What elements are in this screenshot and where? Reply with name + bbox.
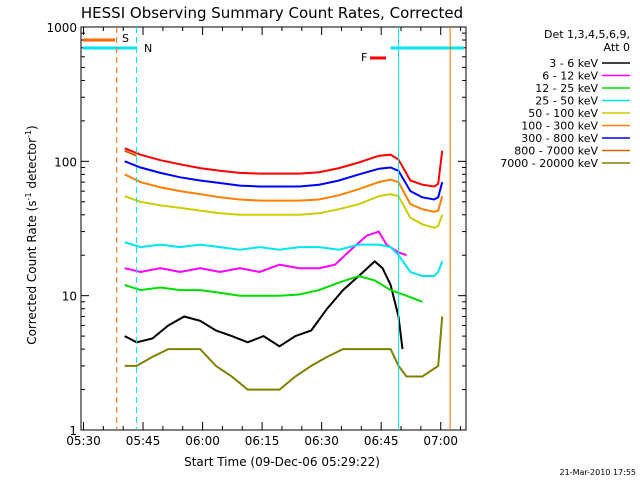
legend-label: 50 - 100 keV xyxy=(528,107,598,120)
x-tick-label: 07:00 xyxy=(423,434,458,448)
y-axis-label-mid: detector xyxy=(25,138,39,193)
x-axis-ticks: 05:30 05:45 06:00 06:15 06:30 06:45 07:00 xyxy=(66,27,462,448)
x-tick-label: 06:15 xyxy=(245,434,280,448)
y-tick-label: 1000 xyxy=(46,21,77,35)
night-flag-label: N xyxy=(144,42,152,55)
y-axis-label-main: Corrected Count Rate (s xyxy=(25,200,39,344)
series-line-2 xyxy=(124,274,423,303)
y-axis-label-end: ) xyxy=(25,125,39,130)
series-line-7 xyxy=(124,149,137,157)
y-axis-label-sup2: -1 xyxy=(24,130,33,138)
y-axis-ticks: 1 10 100 1000 xyxy=(46,21,466,438)
series-line-8 xyxy=(124,316,444,391)
series-layer xyxy=(124,147,444,391)
y-tick-label: 1 xyxy=(69,424,77,438)
legend-header-2: Att 0 xyxy=(604,41,630,54)
legend-label: 3 - 6 keV xyxy=(549,57,598,70)
flags-layer: S N F xyxy=(83,27,464,430)
footer-date: 21-Mar-2010 17:55 xyxy=(560,468,637,477)
y-axis-label: Corrected Count Rate (s-1 detector-1) xyxy=(24,125,39,344)
legend-label: 12 - 25 keV xyxy=(535,82,598,95)
x-axis-label: Start Time (09-Dec-06 05:29:22) xyxy=(184,455,380,469)
y-tick-label: 10 xyxy=(62,290,77,304)
series-line-5 xyxy=(124,173,444,213)
x-tick-label: 05:30 xyxy=(66,434,101,448)
y-tick-label: 100 xyxy=(54,155,77,169)
legend-header-1: Det 1,3,4,5,6,9, xyxy=(544,28,630,41)
plot-border xyxy=(80,26,467,431)
legend-label: 100 - 300 keV xyxy=(521,120,598,133)
chart-title: HESSI Observing Summary Count Rates, Cor… xyxy=(81,4,463,22)
series-line-red-top xyxy=(124,147,444,188)
flare-flag-label: F xyxy=(361,51,367,64)
legend-label: 800 - 7000 keV xyxy=(514,145,598,158)
series-line-4 xyxy=(124,193,444,229)
x-tick-label: 06:30 xyxy=(304,434,339,448)
x-tick-label: 05:45 xyxy=(126,434,161,448)
series-line-1 xyxy=(124,230,407,274)
saa-flag-label: S xyxy=(122,32,129,45)
y-axis-label-sup1: -1 xyxy=(24,192,33,200)
series-line-6 xyxy=(124,160,444,201)
series-line-3 xyxy=(124,241,444,277)
legend-label: 300 - 800 keV xyxy=(521,132,598,145)
legend-label: 6 - 12 keV xyxy=(542,70,598,83)
x-tick-label: 06:45 xyxy=(364,434,399,448)
plot-area xyxy=(80,26,467,431)
legend-label: 7000 - 20000 keV xyxy=(500,157,598,170)
legend-label: 25 - 50 keV xyxy=(535,95,598,108)
x-tick-label: 06:00 xyxy=(185,434,220,448)
series-line-0 xyxy=(124,260,404,350)
